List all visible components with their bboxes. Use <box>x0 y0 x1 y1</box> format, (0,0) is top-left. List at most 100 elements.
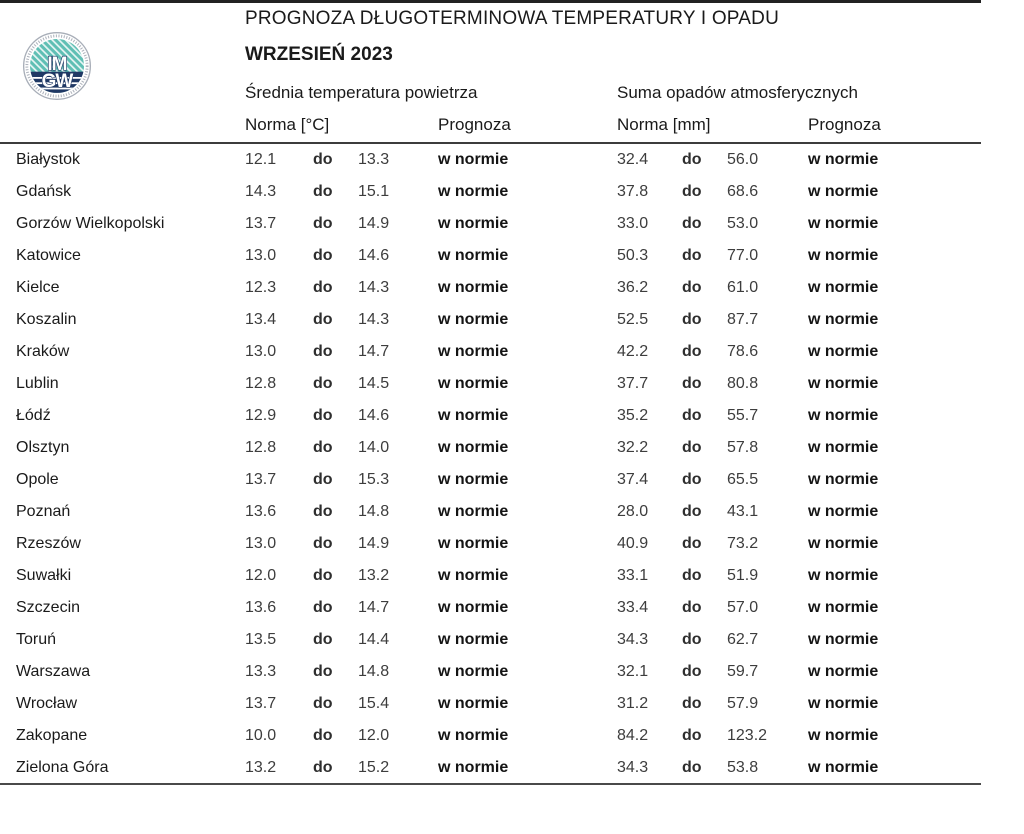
table-row: Toruń 13.5 do 14.4 w normie 34.3 do 62.7… <box>0 624 981 656</box>
temp-norm-low: 13.0 <box>245 535 277 552</box>
precip-norm-low: 28.0 <box>617 503 649 520</box>
table-row: Wrocław 13.7 do 15.4 w normie 31.2 do 57… <box>0 688 981 720</box>
city-name: Opole <box>16 471 59 488</box>
temp-forecast: w normie <box>438 695 509 712</box>
temp-norm-high: 15.1 <box>358 183 390 200</box>
table-row: Zakopane 10.0 do 12.0 w normie 84.2 do 1… <box>0 720 981 752</box>
temp-forecast: w normie <box>438 599 509 616</box>
precip-range-separator: do <box>682 471 702 488</box>
temp-norm-low: 13.0 <box>245 247 277 264</box>
precip-norm-high: 59.7 <box>727 663 759 680</box>
temp-forecast: w normie <box>438 215 509 232</box>
precip-prognoza-header: Prognoza <box>808 115 881 134</box>
temp-forecast: w normie <box>438 375 509 392</box>
temp-norm-low: 13.6 <box>245 599 277 616</box>
temp-norm-low: 13.4 <box>245 311 277 328</box>
temp-range-separator: do <box>313 663 333 680</box>
precip-forecast: w normie <box>808 631 879 648</box>
precip-norm-high: 57.9 <box>727 695 759 712</box>
table-row: Kraków 13.0 do 14.7 w normie 42.2 do 78.… <box>0 336 981 368</box>
temp-norm-high: 14.6 <box>358 247 390 264</box>
precip-norm-low: 40.9 <box>617 535 649 552</box>
city-name: Lublin <box>16 375 59 392</box>
top-border-line <box>0 0 981 3</box>
city-name: Gorzów Wielkopolski <box>16 215 165 232</box>
precip-norm-high: 53.8 <box>727 759 759 776</box>
temp-norma-header: Norma [°C] <box>245 115 330 134</box>
precip-norm-low: 31.2 <box>617 695 649 712</box>
precip-norma-header: Norma [mm] <box>617 115 711 134</box>
precip-range-separator: do <box>682 407 702 424</box>
city-name: Szczecin <box>16 599 81 616</box>
temp-forecast: w normie <box>438 279 509 296</box>
precip-range-separator: do <box>682 343 702 360</box>
precip-forecast: w normie <box>808 599 879 616</box>
temp-norm-high: 14.6 <box>358 407 390 424</box>
precip-forecast: w normie <box>808 407 879 424</box>
temp-norm-high: 15.4 <box>358 695 390 712</box>
precip-forecast: w normie <box>808 439 879 456</box>
precip-norm-low: 32.2 <box>617 439 649 456</box>
temp-norm-low: 10.0 <box>245 727 277 744</box>
precip-forecast: w normie <box>808 503 879 520</box>
temp-norm-high: 12.0 <box>358 727 390 744</box>
temp-range-separator: do <box>313 567 333 584</box>
temp-norm-high: 14.8 <box>358 663 390 680</box>
temp-norm-high: 13.2 <box>358 567 390 584</box>
precip-forecast: w normie <box>808 535 879 552</box>
temp-norm-low: 13.7 <box>245 471 277 488</box>
table-row: Zielona Góra 13.2 do 15.2 w normie 34.3 … <box>0 752 981 784</box>
precip-norm-low: 35.2 <box>617 407 649 424</box>
precip-norm-low: 33.1 <box>617 567 649 584</box>
temp-forecast: w normie <box>438 503 509 520</box>
table-row: Białystok 12.1 do 13.3 w normie 32.4 do … <box>0 144 981 176</box>
precip-norm-high: 57.0 <box>727 599 759 616</box>
precip-norm-high: 68.6 <box>727 183 759 200</box>
precip-norm-low: 37.4 <box>617 471 649 488</box>
temp-range-separator: do <box>313 439 333 456</box>
temp-norm-high: 14.3 <box>358 279 390 296</box>
precip-norm-high: 62.7 <box>727 631 759 648</box>
city-name: Warszawa <box>16 663 91 680</box>
table-row: Lublin 12.8 do 14.5 w normie 37.7 do 80.… <box>0 368 981 400</box>
temp-forecast: w normie <box>438 183 509 200</box>
precip-norm-high: 123.2 <box>727 727 768 744</box>
precip-norm-low: 34.3 <box>617 759 649 776</box>
precip-norm-high: 77.0 <box>727 247 759 264</box>
city-name: Zielona Góra <box>16 759 109 776</box>
temp-range-separator: do <box>313 535 333 552</box>
temp-forecast: w normie <box>438 727 509 744</box>
temp-forecast: w normie <box>438 311 509 328</box>
temp-range-separator: do <box>313 407 333 424</box>
temp-forecast: w normie <box>438 631 509 648</box>
document-title: PROGNOZA DŁUGOTERMINOWA TEMPERATURY I OP… <box>245 8 779 29</box>
table-row: Szczecin 13.6 do 14.7 w normie 33.4 do 5… <box>0 592 981 624</box>
temp-norm-low: 13.6 <box>245 503 277 520</box>
table-row: Katowice 13.0 do 14.6 w normie 50.3 do 7… <box>0 240 981 272</box>
table-row: Kielce 12.3 do 14.3 w normie 36.2 do 61.… <box>0 272 981 304</box>
table-row: Koszalin 13.4 do 14.3 w normie 52.5 do 8… <box>0 304 981 336</box>
precip-range-separator: do <box>682 663 702 680</box>
precip-range-separator: do <box>682 215 702 232</box>
precip-norm-low: 37.8 <box>617 183 649 200</box>
precip-range-separator: do <box>682 151 702 168</box>
precip-forecast: w normie <box>808 567 879 584</box>
imgw-logo: IM GW <box>21 30 93 102</box>
temp-range-separator: do <box>313 599 333 616</box>
precip-forecast: w normie <box>808 311 879 328</box>
temp-norm-high: 14.0 <box>358 439 390 456</box>
precip-norm-high: 53.0 <box>727 215 759 232</box>
temp-forecast: w normie <box>438 471 509 488</box>
precip-norm-high: 87.7 <box>727 311 759 328</box>
table-row: Rzeszów 13.0 do 14.9 w normie 40.9 do 73… <box>0 528 981 560</box>
city-name: Rzeszów <box>16 535 81 552</box>
precip-norm-high: 51.9 <box>727 567 759 584</box>
precip-norm-low: 32.1 <box>617 663 649 680</box>
temp-range-separator: do <box>313 183 333 200</box>
city-name: Kielce <box>16 279 60 296</box>
temp-range-separator: do <box>313 375 333 392</box>
precip-range-separator: do <box>682 759 702 776</box>
table-row: Warszawa 13.3 do 14.8 w normie 32.1 do 5… <box>0 656 981 688</box>
precip-range-separator: do <box>682 727 702 744</box>
temp-range-separator: do <box>313 215 333 232</box>
